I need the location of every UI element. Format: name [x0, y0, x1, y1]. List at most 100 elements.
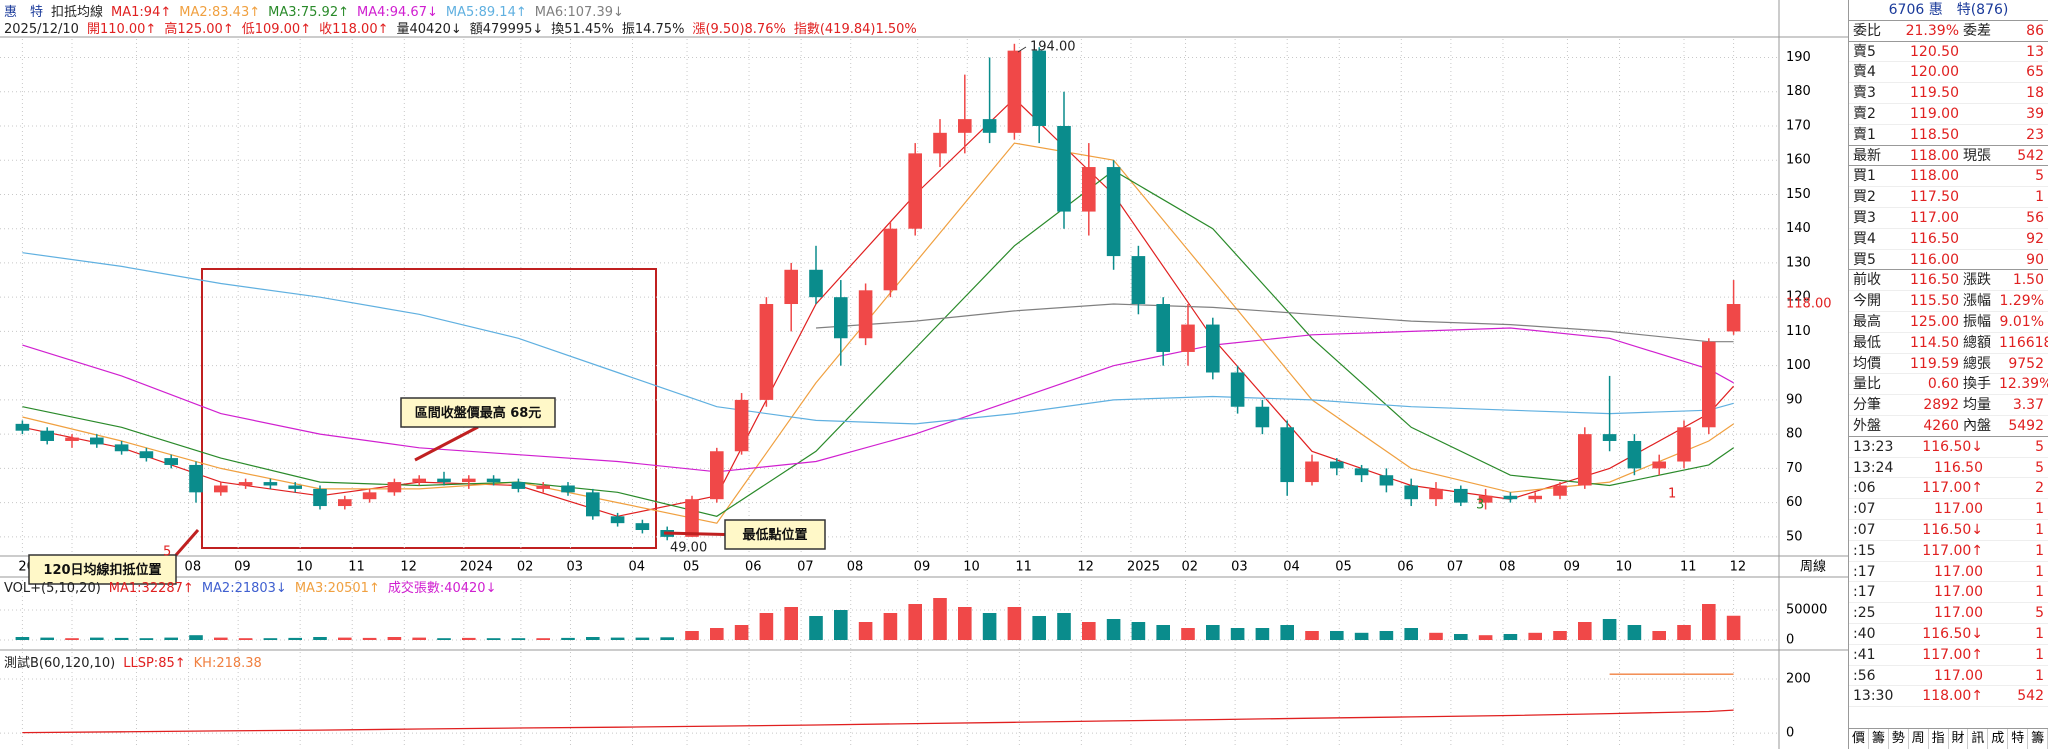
tick-row: 13:30 118.00↑ 542: [1849, 686, 2048, 708]
candle-body: [1404, 485, 1418, 500]
candle-body: [1602, 434, 1617, 441]
quote-cell: 分筆: [1853, 397, 1881, 414]
ma-line: [815, 303, 1734, 343]
x-tick-label: 08: [1499, 560, 1516, 575]
header-line-part: MA4:94.67↓: [357, 5, 438, 20]
quote-cell: 4260: [1923, 417, 1959, 434]
volume-bar: [759, 613, 774, 640]
volume-bar: [1230, 628, 1245, 640]
y-tick-label: 100: [1786, 358, 1811, 373]
tick-cell: :07: [1853, 521, 1876, 538]
quote-cell: [1963, 187, 1999, 207]
y-tick-label: 120: [1786, 290, 1811, 305]
quote-cell: [1963, 229, 1999, 249]
tab[interactable]: 特: [2008, 729, 2029, 749]
quote-cell: 均價: [1853, 355, 1881, 372]
volume-bar: [1354, 632, 1369, 640]
x-tick-label: 02: [1182, 560, 1199, 575]
header-line-part: 換51.45%: [551, 22, 614, 37]
quote-cell: 最新: [1853, 147, 1881, 164]
quote-cell: 92: [2026, 230, 2044, 247]
quote-cell: 委差: [1963, 22, 1991, 39]
volume-bar: [1131, 622, 1146, 640]
annotation-box: [724, 519, 826, 550]
tab[interactable]: 訊: [1968, 729, 1989, 749]
candle-body: [263, 482, 278, 486]
quote-cell: 120.00: [1910, 64, 1959, 81]
tab[interactable]: 籌: [2028, 729, 2048, 749]
volume-bar: [90, 637, 104, 640]
candle-body: [412, 478, 426, 483]
volume-bar: [809, 616, 823, 640]
candle-body: [1354, 468, 1369, 476]
quote-cell: [1963, 208, 1999, 228]
candle-body: [1652, 461, 1666, 469]
candle-body: [362, 492, 377, 500]
annotation-text: 1: [1668, 487, 1676, 502]
quote-cell: 買2: [1853, 189, 1876, 206]
tick-cell: 117.00: [1934, 584, 1983, 601]
quote-cell: 今開: [1853, 293, 1881, 310]
quote-cell: [1963, 125, 1999, 145]
quote-cell: 量比: [1853, 376, 1881, 393]
volume-bar: [635, 637, 650, 640]
quote-row: 買5 116.00 90: [1849, 250, 2048, 271]
tab[interactable]: 籌: [1869, 729, 1889, 749]
y-tick-label: 0: [1786, 633, 1794, 648]
y-tick-label: 60: [1786, 495, 1803, 510]
quote-cell: 3.37: [2012, 397, 2044, 414]
volume-bar: [1330, 631, 1344, 640]
y-tick-label: 110: [1786, 324, 1811, 339]
quote-cell: 委比: [1853, 22, 1881, 39]
volume-bar: [1528, 632, 1542, 640]
tick-row: :15 117.00↑ 1: [1849, 541, 2048, 562]
quote-cell: 現張: [1963, 147, 1991, 164]
candle-body: [834, 297, 848, 339]
candle-body: [65, 437, 79, 441]
candle-body: [1677, 427, 1691, 462]
quote-cell: 最高: [1853, 313, 1881, 330]
tab[interactable]: 價: [1849, 729, 1869, 749]
candle-body: [1429, 488, 1443, 500]
y-tick-label: 160: [1786, 153, 1811, 168]
header-line-part: 2025/12/10: [4, 22, 79, 37]
x-tick-label: 02: [517, 560, 534, 575]
candle-body: [982, 119, 997, 133]
y-tick-label: 180: [1786, 84, 1811, 99]
candle-body: [1578, 434, 1592, 486]
quote-cell: 23: [2026, 126, 2044, 143]
annotation-arrow: [174, 529, 200, 556]
quote-row: 外盤 4260 內盤 5492: [1849, 416, 2048, 437]
quote-cell: 13: [2026, 43, 2044, 60]
tick-cell: 5: [2035, 605, 2044, 622]
tab[interactable]: 指: [1929, 729, 1949, 749]
tab[interactable]: 勢: [1889, 729, 1909, 749]
tick-row: :07 117.00 1: [1849, 499, 2048, 520]
volume-bar: [313, 637, 327, 640]
annotation-text: 3: [1476, 498, 1484, 513]
tick-cell: 1: [2035, 542, 2044, 559]
tab[interactable]: 財: [1949, 729, 1969, 749]
candle-body: [1454, 488, 1468, 503]
tab[interactable]: 成: [1988, 729, 2009, 749]
x-tick-label: 03: [1231, 560, 1248, 575]
tick-cell: 117.00: [1934, 605, 1983, 622]
x-tick-label: 10: [296, 560, 313, 575]
quote-cell: 內盤: [1963, 417, 1991, 434]
candle-body: [1255, 406, 1270, 428]
candle-body: [114, 444, 129, 452]
tick-row: :25 117.00 5: [1849, 603, 2048, 624]
tab[interactable]: 周: [1909, 729, 1929, 749]
panel-title-part: 測試B(60,120,10): [4, 655, 115, 671]
quote-row: 買4 116.50 92: [1849, 229, 2048, 250]
candle-body: [734, 399, 749, 452]
x-tick-label: 2025: [1127, 560, 1160, 575]
y-tick-label: 80: [1786, 427, 1803, 442]
period-label: 周線: [1800, 559, 1826, 575]
candle-body: [685, 499, 699, 537]
volume-bar: [933, 598, 947, 640]
tick-cell: 1: [2035, 501, 2044, 518]
quote-cell: 118.50: [1910, 126, 1959, 143]
tick-cell: :40: [1853, 625, 1876, 642]
quote-cell: 買1: [1853, 168, 1876, 185]
